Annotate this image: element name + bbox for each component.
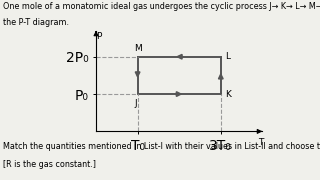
Text: One mole of a monatomic ideal gas undergoes the cyclic process J→ K→ L→ M→ J, as: One mole of a monatomic ideal gas underg… [3, 2, 320, 11]
Text: M: M [134, 44, 141, 53]
Text: T: T [258, 138, 263, 147]
Text: J: J [134, 98, 137, 107]
Text: the P-T diagram.: the P-T diagram. [3, 18, 69, 27]
Text: K: K [225, 90, 231, 99]
Text: L: L [225, 52, 230, 61]
Text: P: P [96, 32, 101, 41]
Text: [R is the gas constant.]: [R is the gas constant.] [3, 160, 96, 169]
Text: Match the quantities mentioned in List-I with their values in List-II and choose: Match the quantities mentioned in List-I… [3, 142, 320, 151]
